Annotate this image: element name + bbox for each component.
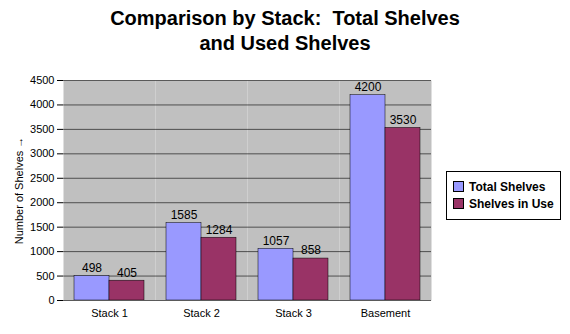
html-text:Comparison by Stack: Total She: Comparison by Stack: Total Shelves and U… xyxy=(110,7,460,54)
svg-text:405: 405 xyxy=(117,266,137,280)
svg-text:Basement: Basement xyxy=(361,307,411,319)
svg-text:1585: 1585 xyxy=(171,208,198,222)
html-text:Total Shelves: Total Shelves xyxy=(469,179,546,194)
svg-text:498: 498 xyxy=(82,261,102,275)
svg-text:1000: 1000 xyxy=(30,245,54,257)
svg-text:1500: 1500 xyxy=(30,221,54,233)
svg-text:858: 858 xyxy=(301,243,321,257)
svg-text:0: 0 xyxy=(48,294,54,306)
svg-text:4000: 4000 xyxy=(30,98,54,110)
svg-text:Stack 2: Stack 2 xyxy=(183,307,220,319)
svg-text:3000: 3000 xyxy=(30,147,54,159)
svg-text:500: 500 xyxy=(36,270,54,282)
svg-text:Stack 1: Stack 1 xyxy=(91,307,128,319)
svg-text:2000: 2000 xyxy=(30,196,54,208)
html-text:Shelves in Use: Shelves in Use xyxy=(469,196,554,211)
svg-text:1284: 1284 xyxy=(206,223,233,237)
svg-text:Number of Shelves →: Number of Shelves → xyxy=(13,137,25,245)
svg-text:2500: 2500 xyxy=(30,172,54,184)
svg-text:3530: 3530 xyxy=(390,113,417,127)
svg-text:4500: 4500 xyxy=(30,74,54,86)
svg-text:3500: 3500 xyxy=(30,123,54,135)
svg-text:1057: 1057 xyxy=(263,234,290,248)
svg-text:Stack 3: Stack 3 xyxy=(275,307,312,319)
svg-text:4200: 4200 xyxy=(355,80,382,94)
